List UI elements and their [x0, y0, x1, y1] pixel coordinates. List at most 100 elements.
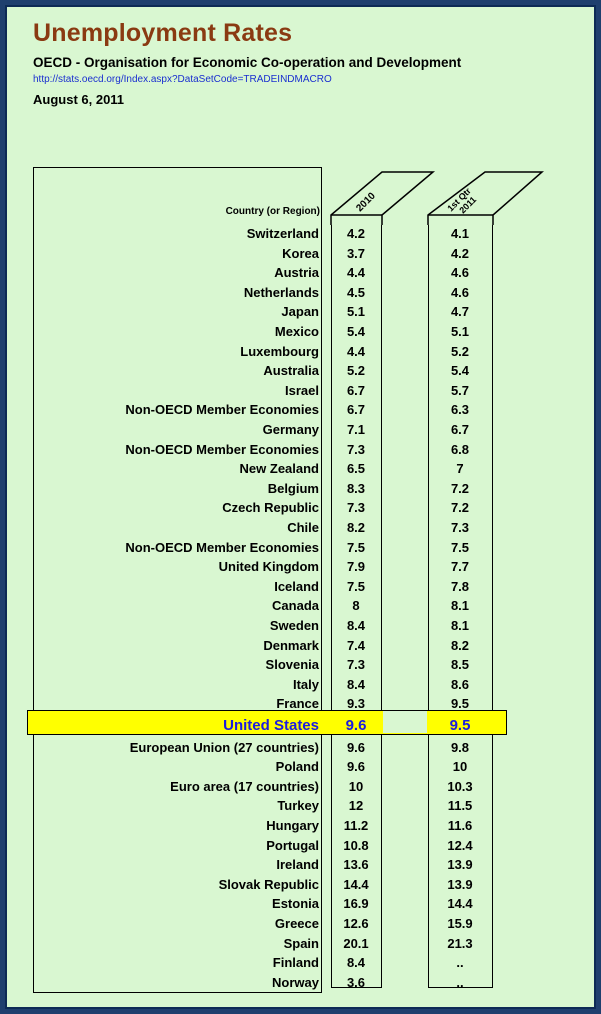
value-2010: 8.3 [346, 480, 366, 496]
value-q1-2011: 6.8 [450, 441, 470, 457]
value-2010: 8 [352, 598, 360, 614]
table-row: Slovak Republic 14.4 13.9 [33, 875, 513, 895]
country-name: Iceland [274, 578, 319, 594]
value-q1-2011: 7.5 [450, 539, 470, 555]
table-row: Sweden 8.4 8.1 [33, 616, 513, 636]
table-row: Hungary 11.2 11.6 [33, 816, 513, 836]
value-q1-2011: 14.4 [447, 896, 473, 912]
country-name: Korea [282, 245, 319, 261]
value-q1-2011: 13.9 [447, 876, 473, 892]
table-row: Japan 5.1 4.7 [33, 302, 513, 322]
value-q1-2011: 8.5 [450, 657, 470, 673]
value-2010: 4.5 [346, 284, 366, 300]
value-q1-2011: 5.2 [450, 343, 470, 359]
value-2010: 10.8 [343, 837, 369, 853]
country-name: Slovenia [265, 657, 319, 673]
table-row: Austria 4.4 4.6 [33, 263, 513, 283]
value-q1-2011: 10 [452, 759, 468, 775]
page-title: Unemployment Rates [33, 19, 293, 47]
table-row: Spain 20.1 21.3 [33, 934, 513, 954]
table-row: Germany 7.1 6.7 [33, 420, 513, 440]
country-name: Norway [272, 974, 319, 990]
value-2010: 9.6 [346, 759, 366, 775]
value-q1-2011: 7.3 [450, 520, 470, 535]
country-name: Euro area (17 countries) [170, 778, 319, 794]
table-row: Australia 5.2 5.4 [33, 361, 513, 381]
country-name: Australia [263, 363, 319, 379]
value-q1-2011: 4.1 [450, 226, 470, 241]
value-q1-2011: 9.8 [450, 739, 470, 755]
value-2010: 14.4 [343, 876, 369, 892]
value-2010: 7.5 [346, 539, 366, 555]
source-url: http://stats.oecd.org/Index.aspx?DataSet… [33, 74, 332, 85]
table-row: Ireland 13.6 13.9 [33, 855, 513, 875]
table-row: Mexico 5.4 5.1 [33, 322, 513, 342]
value-2010: 8.4 [346, 676, 366, 692]
value-2010: 6.7 [346, 382, 366, 398]
value-q1-2011: 5.4 [450, 363, 470, 379]
header-2010-label: 2010 [354, 190, 378, 214]
col-2010-box [331, 225, 382, 988]
country-name: Italy [292, 676, 319, 692]
country-name: Finland [272, 955, 319, 971]
table-row: Luxembourg 4.4 5.2 [33, 342, 513, 362]
value-2010: 3.6 [346, 974, 366, 990]
table-row: New Zealand 6.5 7 [33, 459, 513, 479]
value-q1-2011: 13.9 [447, 857, 473, 873]
value-q1-2011: 10.3 [447, 778, 473, 794]
table-row: Euro area (17 countries) 10 10.3 [33, 777, 513, 797]
value-2010: 9.6 [345, 717, 367, 734]
table-row: Switzerland 4.2 4.1 [33, 224, 513, 244]
value-q1-2011: 21.3 [447, 935, 473, 951]
value-2010: 3.7 [346, 245, 366, 261]
value-q1-2011: 8.1 [450, 618, 470, 633]
table-row: Turkey 12 11.5 [33, 796, 513, 816]
country-name: Poland [275, 759, 319, 775]
value-2010: 9.6 [346, 739, 366, 755]
value-2010: 7.5 [346, 578, 366, 594]
value-q1-2011: 7 [456, 461, 464, 477]
country-name: Israel [285, 382, 319, 398]
value-q1-2011: 8.1 [450, 598, 470, 614]
value-2010: 7.3 [346, 441, 366, 457]
country-name: Chile [287, 520, 319, 535]
value-2010: 10 [348, 778, 364, 794]
table-row: Norway 3.6.. [33, 973, 513, 993]
table-row: Finland 8.4.. [33, 953, 513, 973]
value-q1-2011: 11.6 [447, 818, 473, 833]
table-row: Non-OECD Member Economies 7.3 6.8 [33, 440, 513, 460]
header-q1-2011: 1st Qtr 2011 [427, 171, 544, 225]
value-2010: 5.1 [346, 304, 366, 320]
value-q1-2011: 4.2 [450, 245, 470, 261]
country-name: Turkey [277, 798, 319, 814]
value-q1-2011: 4.6 [450, 265, 470, 281]
country-column-header: Country (or Region) [225, 206, 320, 217]
country-name: Non-OECD Member Economies [125, 402, 319, 418]
country-name: Denmark [263, 637, 319, 653]
table-row: Belgium 8.3 7.2 [33, 479, 513, 499]
value-q1-2011: 7.8 [450, 578, 470, 594]
value-q1-2011: 4.7 [450, 304, 470, 320]
country-name: Belgium [267, 480, 319, 496]
value-q1-2011: 11.5 [447, 798, 473, 814]
value-2010: 11.2 [343, 818, 369, 833]
table-row: Italy 8.4 8.6 [33, 675, 513, 695]
value-2010: 7.3 [346, 657, 366, 673]
country-name: Slovak Republic [218, 876, 319, 892]
value-2010: 4.4 [346, 265, 366, 281]
value-2010: 7.1 [346, 422, 366, 437]
column-headers: 2010 1st Qtr 2011 [330, 171, 544, 225]
value-2010: 8.4 [346, 955, 366, 971]
value-2010: 4.4 [346, 343, 366, 359]
country-name: Non-OECD Member Economies [125, 539, 319, 555]
table-row: Denmark 7.4 8.2 [33, 636, 513, 656]
value-2010: 4.2 [346, 226, 366, 241]
country-name: Portugal [266, 837, 319, 853]
country-name: United Kingdom [218, 559, 319, 575]
value-q1-2011: 7.2 [450, 480, 470, 496]
country-name: Switzerland [246, 226, 319, 241]
value-2010: 8.2 [346, 520, 366, 535]
country-name: Germany [262, 422, 319, 437]
country-name: New Zealand [239, 461, 319, 477]
value-2010: 7.4 [346, 637, 366, 653]
